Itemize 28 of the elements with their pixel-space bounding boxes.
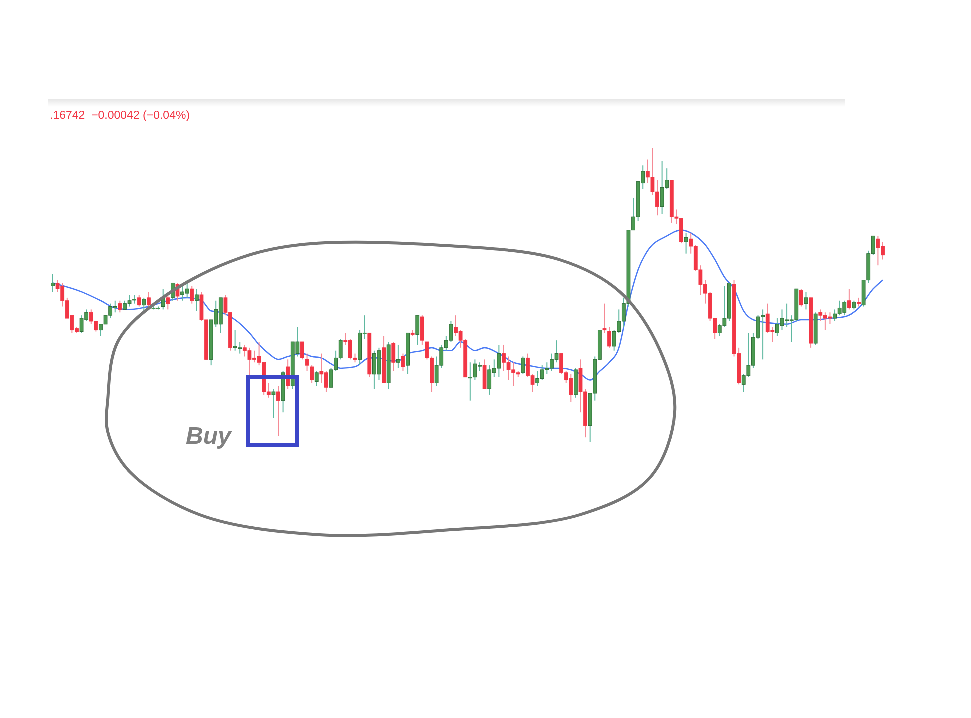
- candlestick: [118, 300, 122, 314]
- candlestick: [272, 388, 276, 419]
- candlestick: [420, 315, 424, 346]
- candlestick: [482, 359, 487, 390]
- candlestick: [847, 288, 852, 310]
- candlestick: [194, 288, 199, 312]
- candlestick: [392, 342, 396, 372]
- candlestick: [602, 303, 607, 334]
- candlestick: [276, 386, 280, 437]
- candlestick: [137, 294, 142, 308]
- candlestick: [305, 353, 310, 372]
- candlestick: [51, 274, 55, 293]
- text: .16742 −0.00042 (−0.04%): [50, 110, 190, 122]
- candlestick: [166, 294, 170, 310]
- candlestick: [521, 356, 526, 375]
- candlestick: [416, 315, 420, 346]
- candlestick: [300, 342, 304, 360]
- candlestick: [401, 353, 406, 372]
- candlestick: [396, 344, 400, 369]
- candlestick: [799, 288, 804, 308]
- annotation: Buy: [186, 423, 233, 450]
- candlestick: [310, 365, 314, 384]
- candlestick: [608, 326, 612, 348]
- candlestick: [314, 370, 319, 387]
- candlestick: [142, 297, 146, 314]
- candlestick: [684, 232, 688, 254]
- candlestick: [804, 292, 808, 310]
- candlestick: [190, 286, 194, 304]
